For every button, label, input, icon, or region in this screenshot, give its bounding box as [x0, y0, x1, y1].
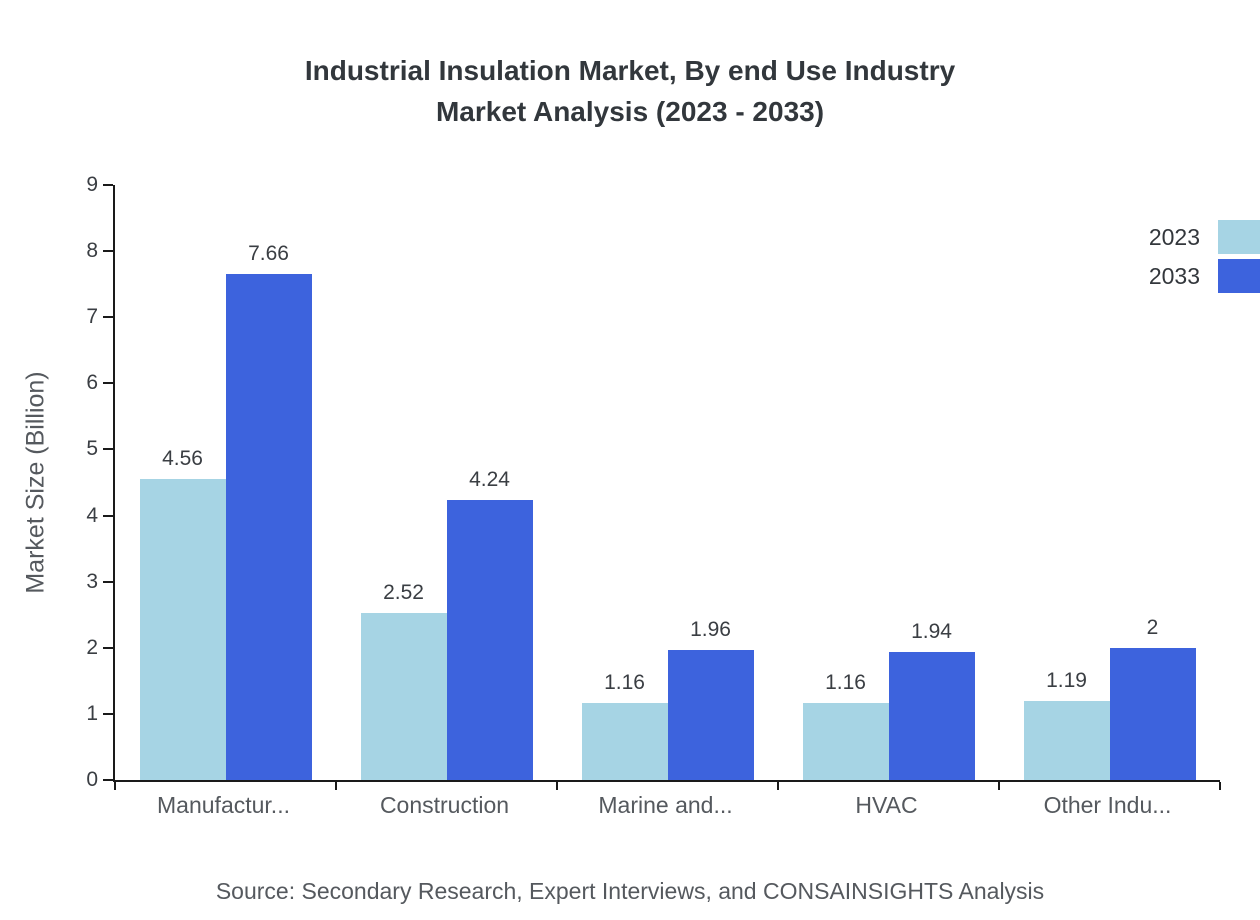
- y-axis-title-text: Market Size (Billion): [21, 371, 50, 594]
- bar-2033: 2: [1109, 616, 1196, 780]
- x-tick-mark: [777, 782, 779, 790]
- chart-title-line2: Market Analysis (2023 - 2033): [435, 96, 825, 127]
- bar-group: 1.16 1.94: [802, 185, 975, 780]
- y-tick-label: 1: [86, 701, 98, 725]
- chart-title: Industrial Insulation Market, By end Use…: [0, 50, 1260, 132]
- x-axis-labels: Manufactur... Construction Marine and... HV…: [113, 792, 1218, 819]
- y-tick-mark: [103, 580, 113, 583]
- bar-value-label: 2.52: [383, 581, 424, 605]
- bar-2023: 4.56: [139, 447, 226, 780]
- bar-value-label: 7.66: [248, 241, 289, 265]
- plot-area: 4.56 7.66 2.52 4.24 1.16 1.96 1.16 1.94 1.19 2: [103, 184, 1221, 790]
- bar-value-label: 1.16: [604, 671, 645, 695]
- y-tick-label: 5: [86, 437, 98, 461]
- y-tick-label: 0: [86, 768, 98, 791]
- y-tick-mark: [103, 779, 113, 781]
- bar-group: 1.16 1.96: [581, 185, 754, 780]
- bar-2023: 1.16: [581, 671, 668, 780]
- x-axis-category-label: Other Indu...: [1043, 792, 1172, 818]
- source-note: Source: Secondary Research, Expert Inter…: [215, 878, 1045, 904]
- bar-2033: 4.24: [446, 468, 533, 780]
- y-tick-mark: [103, 382, 113, 385]
- legend-label: 2023: [1148, 223, 1200, 250]
- y-tick-label: 9: [86, 173, 98, 196]
- bar-value-label: 2: [1146, 615, 1159, 639]
- y-tick-mark: [103, 184, 113, 186]
- bar-2023: 1.16: [802, 671, 889, 780]
- bar-2033: 7.66: [225, 242, 312, 780]
- x-axis-category-label: HVAC: [855, 792, 918, 818]
- x-tick-mark: [998, 782, 1000, 790]
- y-tick-label: 3: [86, 569, 98, 593]
- bar-2033: 1.96: [667, 618, 754, 780]
- legend-item: 2033: [1149, 259, 1260, 293]
- bar-2023: 2.52: [360, 581, 447, 780]
- bar-group: 4.56 7.66: [139, 185, 312, 780]
- y-tick-mark: [103, 250, 113, 253]
- bar-value-label: 1.94: [911, 619, 952, 643]
- y-tick-label: 6: [86, 371, 98, 395]
- legend-swatch: [1218, 220, 1260, 254]
- bar-value-label: 4.56: [162, 446, 203, 470]
- x-tick-mark: [1219, 782, 1221, 790]
- y-tick-label: 7: [86, 305, 98, 329]
- chart-title-line1: Industrial Insulation Market, By end Use…: [304, 55, 956, 86]
- bar-2033: 1.94: [888, 620, 975, 780]
- x-axis-category-label: Construction: [379, 792, 510, 818]
- y-axis-tick-labels: 0 1 2 3 4 5 6 7 8 9: [52, 173, 98, 791]
- x-axis-category-label: Marine and...: [598, 792, 733, 818]
- y-tick-label: 4: [86, 503, 98, 527]
- y-tick-mark: [103, 646, 113, 649]
- legend-item: 2023: [1149, 220, 1260, 254]
- x-tick-mark: [556, 782, 558, 790]
- y-tick-mark: [103, 712, 113, 715]
- bar-series-area: 4.56 7.66 2.52 4.24 1.16 1.96 1.16 1.94 1.19 2: [115, 185, 1220, 780]
- bar-2023: 1.19: [1023, 669, 1110, 780]
- bar-value-label: 1.96: [690, 618, 731, 642]
- bar-value-label: 1.16: [825, 671, 866, 695]
- y-tick-mark: [103, 316, 113, 319]
- legend: 2023 2033: [1149, 220, 1260, 293]
- bar-group: 1.19 2: [1023, 185, 1196, 780]
- x-axis-category-label: Manufactur...: [157, 792, 290, 818]
- bar-value-label: 1.19: [1046, 669, 1087, 693]
- x-tick-mark: [114, 782, 116, 790]
- legend-swatch: [1218, 259, 1260, 293]
- y-tick-mark: [103, 448, 113, 451]
- legend-label: 2033: [1148, 262, 1200, 289]
- bar-value-label: 4.24: [469, 467, 510, 491]
- bar-group: 2.52 4.24: [360, 185, 533, 780]
- y-tick-mark: [103, 514, 113, 517]
- y-tick-label: 2: [86, 635, 98, 659]
- y-tick-label: 8: [86, 239, 98, 263]
- x-tick-mark: [335, 782, 337, 790]
